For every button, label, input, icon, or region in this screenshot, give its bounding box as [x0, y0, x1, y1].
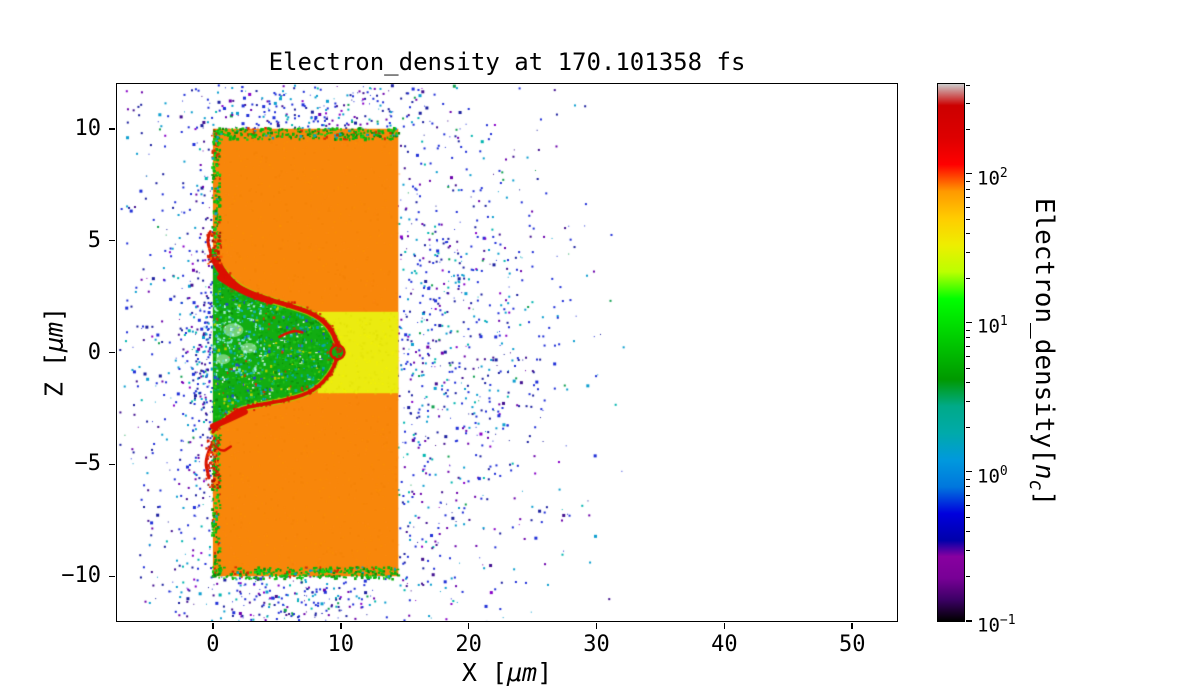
- x-axis-label-close: ]: [537, 658, 553, 687]
- y-tick-label: −5: [74, 451, 102, 477]
- x-tick-label: 20: [455, 632, 482, 657]
- x-axis-label-text: X [: [461, 658, 507, 687]
- colorbar-minor-tick-mark: [966, 329, 970, 331]
- x-tick-mark: [723, 623, 726, 629]
- colorbar-gradient: [938, 84, 964, 621]
- colorbar-minor-tick-mark: [966, 486, 970, 488]
- colorbar-minor-tick-mark: [966, 233, 970, 235]
- colorbar-minor-tick-mark: [966, 549, 970, 551]
- colorbar-label-sub: c: [1024, 479, 1046, 491]
- colorbar-label: Electron_density[nc]: [1025, 198, 1059, 506]
- density-heatmap-canvas: [117, 84, 897, 621]
- colorbar-minor-tick-mark: [966, 84, 970, 86]
- y-tick-mark: [109, 128, 115, 130]
- colorbar-minor-tick-mark: [966, 530, 970, 532]
- colorbar-tick-mark: [966, 321, 972, 324]
- colorbar-tick-exponent: 2: [999, 165, 1008, 181]
- chart-title: Electron_density at 170.101358 fs: [268, 48, 746, 76]
- y-tick-mark: [109, 351, 115, 354]
- colorbar-minor-tick-mark: [966, 346, 970, 348]
- colorbar-tick-label: 100: [977, 463, 1008, 488]
- colorbar-minor-tick-mark: [966, 129, 970, 131]
- colorbar-tick-mark: [966, 172, 972, 175]
- x-tick-label: 10: [327, 632, 355, 657]
- colorbar-minor-tick-mark: [966, 356, 970, 357]
- colorbar-minor-tick-mark: [966, 426, 970, 428]
- colorbar-tick-label: 10−1: [977, 613, 1016, 637]
- x-tick-mark: [212, 623, 214, 629]
- colorbar-minor-tick-mark: [966, 575, 970, 577]
- x-tick-mark: [340, 623, 342, 629]
- colorbar-minor-tick-mark: [966, 219, 970, 221]
- colorbar-minor-tick-mark: [966, 337, 970, 339]
- colorbar-minor-tick-mark: [966, 382, 970, 384]
- x-tick-label: 40: [711, 632, 738, 657]
- colorbar-label-text: Electron_density[: [1029, 197, 1060, 464]
- colorbar-minor-tick-mark: [966, 278, 970, 280]
- y-tick-label: −10: [61, 563, 101, 589]
- x-axis-label: X [μm]: [117, 658, 897, 687]
- colorbar: [937, 83, 965, 622]
- x-tick-mark: [851, 623, 853, 629]
- y-tick-label: 5: [87, 227, 101, 253]
- y-tick-label: 0: [87, 339, 101, 365]
- colorbar-minor-tick-mark: [966, 103, 970, 105]
- colorbar-minor-tick-mark: [966, 494, 970, 496]
- colorbar-tick-mark: [966, 470, 972, 473]
- x-axis-unit: μm: [506, 658, 538, 687]
- x-tick-label: 0: [206, 632, 220, 657]
- colorbar-minor-tick-mark: [966, 188, 970, 190]
- colorbar-tick-label: 102: [977, 165, 1008, 189]
- y-tick-mark: [109, 239, 115, 242]
- colorbar-minor-tick-mark: [966, 252, 970, 254]
- x-tick-label: 50: [838, 632, 866, 657]
- colorbar-minor-tick-mark: [966, 400, 970, 402]
- colorbar-tick-exponent: 1: [999, 314, 1008, 330]
- colorbar-minor-tick-mark: [966, 367, 970, 369]
- x-tick-mark: [595, 623, 598, 629]
- colorbar-minor-tick-mark: [966, 197, 970, 199]
- colorbar-tick-exponent: 0: [999, 463, 1008, 479]
- colorbar-minor-tick-mark: [966, 181, 970, 183]
- colorbar-minor-tick-mark: [966, 207, 970, 209]
- y-tick-label: 10: [74, 115, 102, 141]
- y-tick-mark: [109, 463, 115, 466]
- colorbar-tick-mark: [966, 620, 972, 622]
- plot-area: [116, 83, 898, 622]
- colorbar-tick-exponent: −1: [999, 613, 1016, 628]
- colorbar-minor-tick-mark: [966, 478, 970, 480]
- colorbar-label-var: n: [1029, 463, 1060, 480]
- colorbar-minor-tick-mark: [966, 516, 970, 518]
- colorbar-tick-label: 101: [977, 314, 1008, 338]
- x-tick-label: 30: [583, 632, 610, 657]
- x-tick-mark: [467, 623, 470, 629]
- colorbar-label-close: ]: [1029, 490, 1060, 507]
- colorbar-minor-tick-mark: [966, 504, 970, 506]
- y-tick-mark: [109, 575, 115, 577]
- y-axis-label-close: ]: [39, 306, 69, 322]
